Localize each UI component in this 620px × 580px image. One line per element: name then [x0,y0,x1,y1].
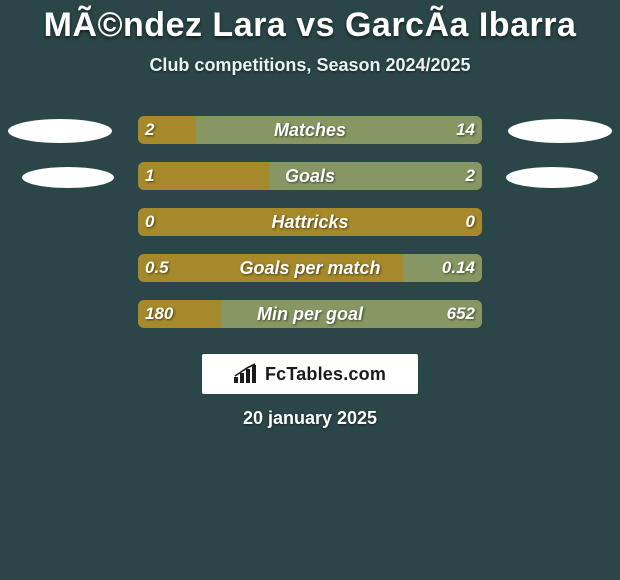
player-marker-left [8,119,112,143]
subtitle: Club competitions, Season 2024/2025 [0,55,620,76]
stat-row: Goals12 [0,162,620,208]
page-title: MÃ©ndez Lara vs GarcÃ­a Ibarra [0,0,620,45]
stat-row: Goals per match0.50.14 [0,254,620,300]
player-marker-left [22,167,114,188]
comparison-infographic: MÃ©ndez Lara vs GarcÃ­a Ibarra Club comp… [0,0,620,580]
bar-left [138,208,482,236]
bars-icon [234,363,260,385]
bar-track [138,116,482,144]
stat-row: Min per goal180652 [0,300,620,346]
bar-right [221,300,482,328]
player-marker-right [508,119,612,143]
logo-text: FcTables.com [265,364,386,385]
bar-right [403,254,482,282]
stat-rows: Matches214Goals12Hattricks00Goals per ma… [0,116,620,346]
bar-track [138,162,482,190]
bar-track [138,300,482,328]
bar-right [196,116,482,144]
bar-left [138,254,403,282]
date-label: 20 january 2025 [0,408,620,429]
bar-left [138,162,269,190]
fctables-logo: FcTables.com [202,354,418,394]
stat-row: Matches214 [0,116,620,162]
bar-left [138,300,221,328]
bar-right [269,162,482,190]
bar-track [138,254,482,282]
player-marker-right [506,167,598,188]
stat-row: Hattricks00 [0,208,620,254]
bar-track [138,208,482,236]
bar-left [138,116,196,144]
